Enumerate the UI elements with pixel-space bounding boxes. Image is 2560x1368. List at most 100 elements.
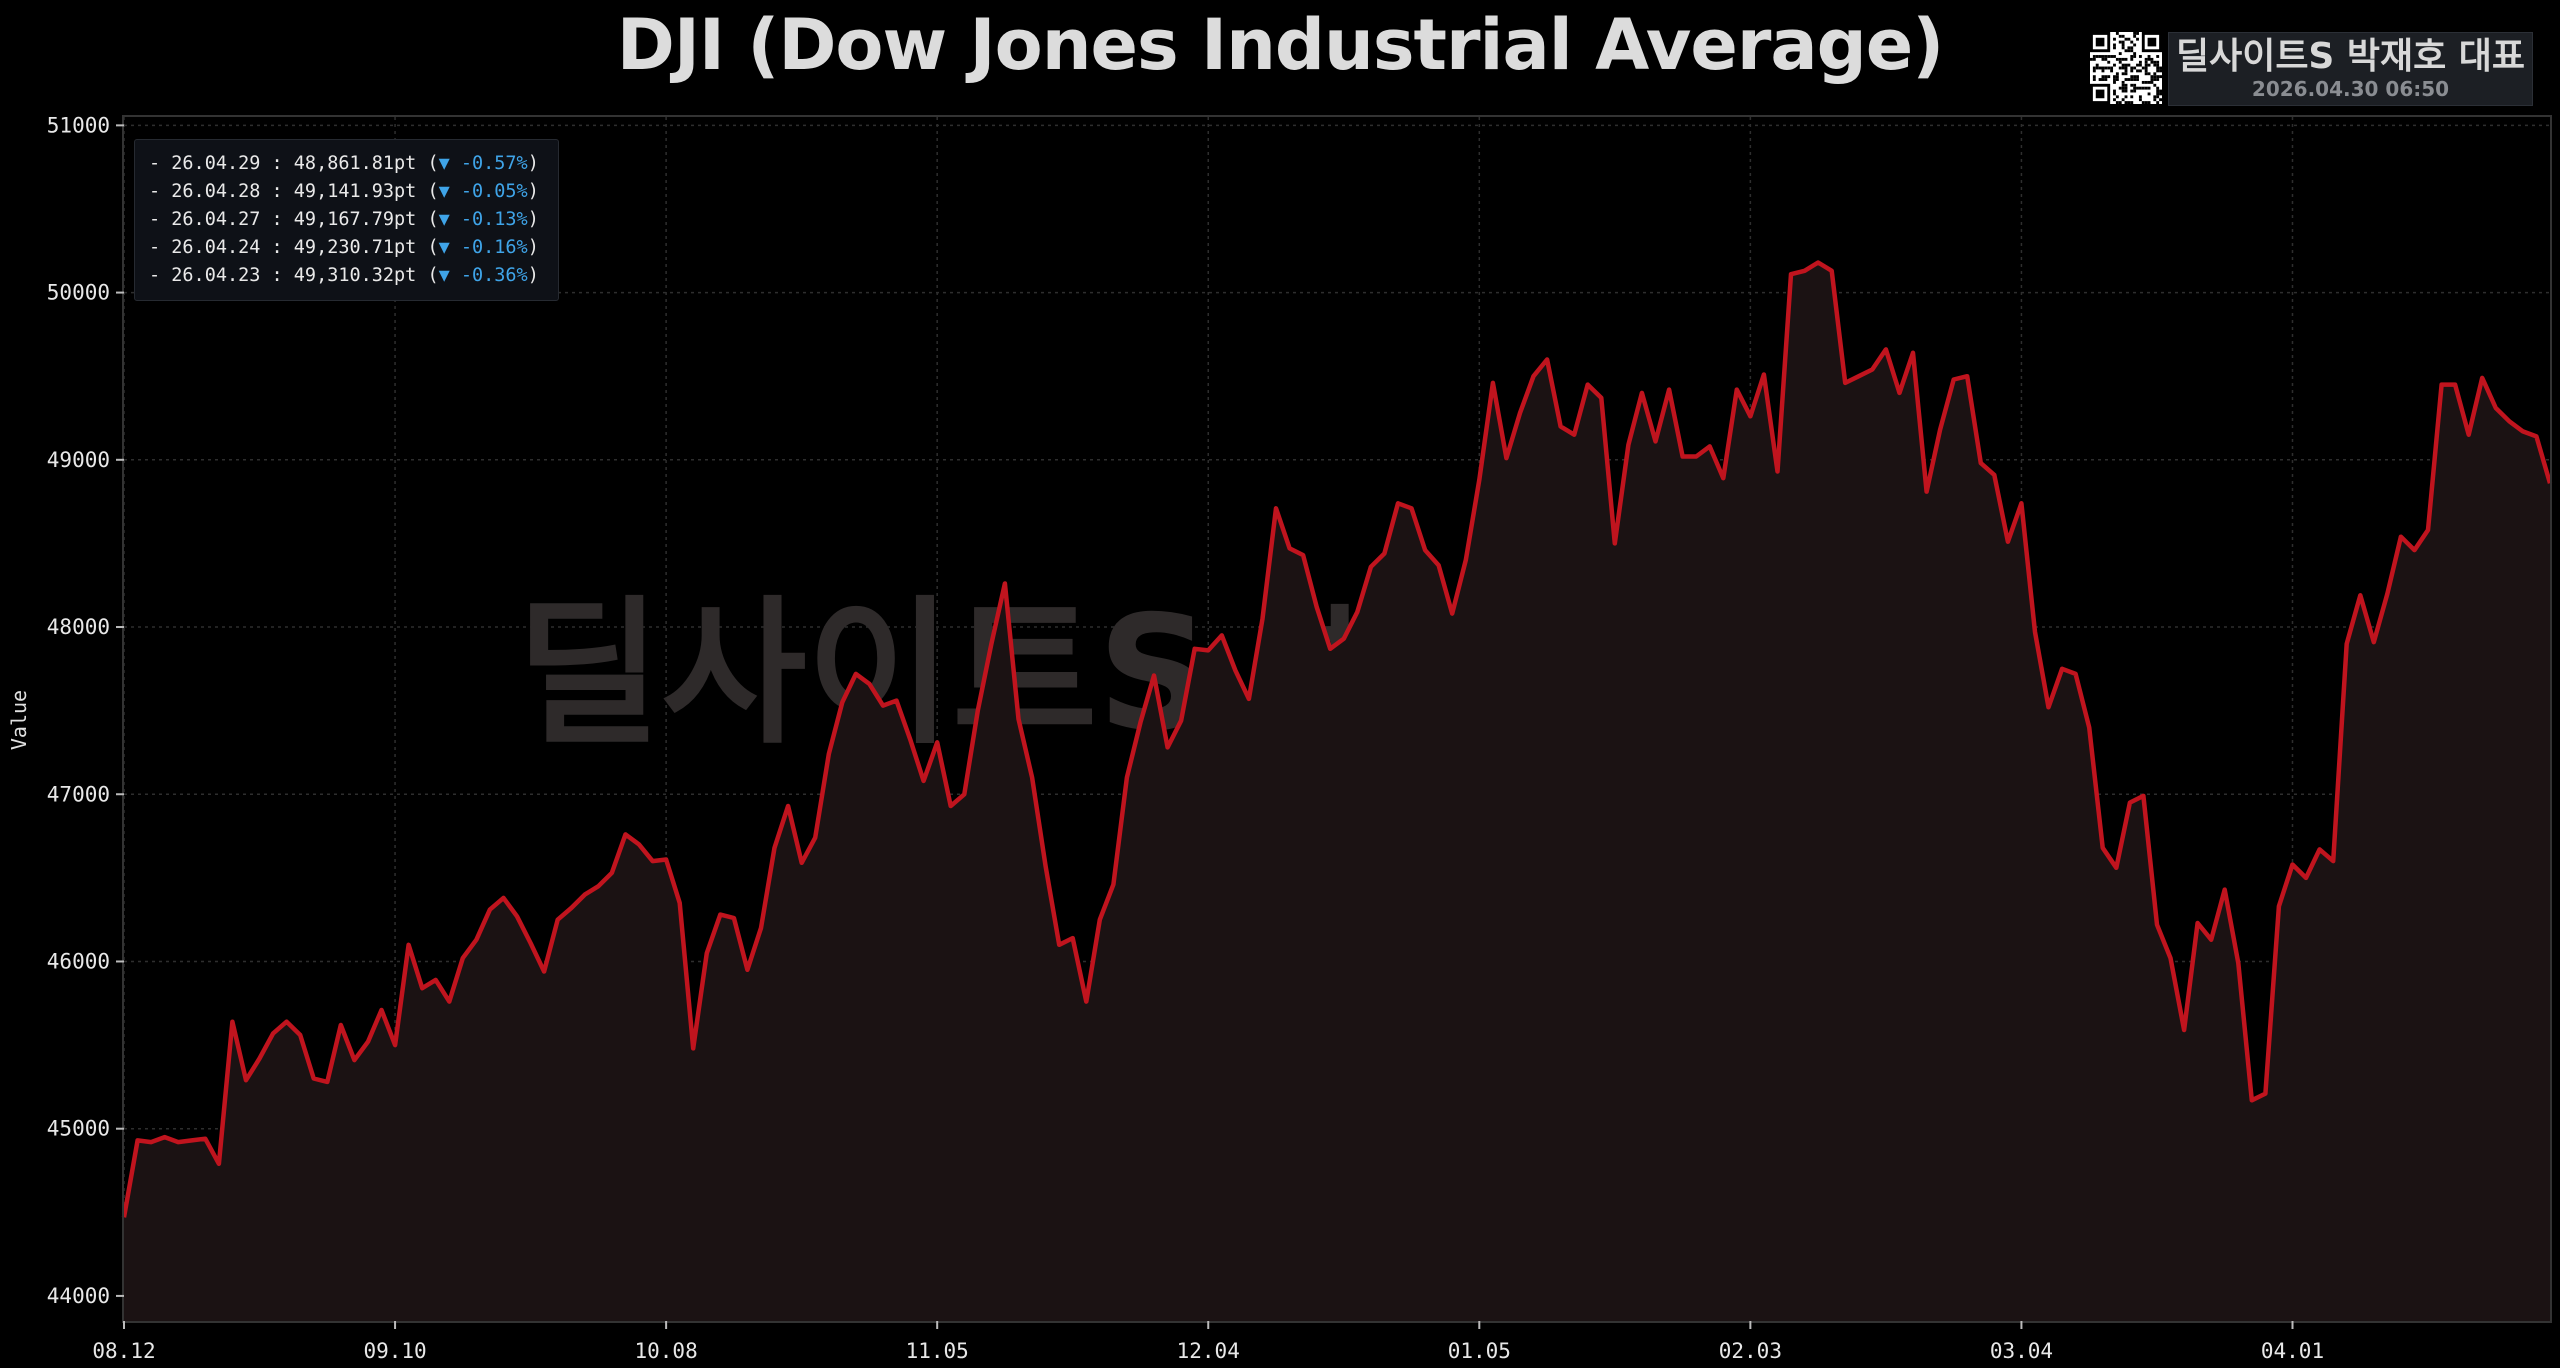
qr-module [2141, 86, 2145, 90]
qr-module [2150, 57, 2154, 61]
qr-module [2115, 101, 2119, 104]
x-tick-label: 08.12 [92, 1339, 155, 1363]
qr-module [2115, 32, 2119, 35]
qr-module [2156, 66, 2160, 70]
qr-module [2156, 86, 2160, 90]
qr-module [2133, 34, 2137, 38]
qr-module [2095, 55, 2099, 58]
qr-module [2144, 72, 2148, 76]
qr-module [2124, 49, 2128, 53]
qr-module [2104, 55, 2108, 58]
y-tick-label: 48000 [47, 615, 110, 639]
qr-module [2153, 95, 2157, 99]
series-area-fill [124, 262, 2550, 1321]
qr-module [2104, 75, 2108, 79]
qr-module [2115, 95, 2119, 99]
qr-module [2156, 75, 2160, 79]
qr-module [2156, 78, 2160, 81]
qr-module [2118, 86, 2122, 90]
qr-module [2127, 37, 2131, 41]
qr-module [2147, 92, 2151, 96]
recent-values-legend: - 26.04.29 : 48,861.81pt (▼ -0.57%) - 26.… [134, 139, 559, 301]
legend-paren: ) [527, 237, 539, 258]
qr-module [2118, 57, 2122, 61]
qr-module [2130, 66, 2134, 70]
qr-module [2159, 69, 2162, 73]
qr-module [2101, 69, 2105, 73]
qr-module [2115, 78, 2119, 81]
qr-module [2133, 66, 2137, 70]
legend-row: - 26.04.27 : 49,167.79pt (▼ -0.13%) [149, 206, 558, 234]
qr-module [2144, 63, 2148, 67]
qr-module [2133, 52, 2137, 56]
y-axis-ticks: 44000 45000 46000 47000 48000 49000 50000 51000 [47, 113, 124, 1308]
qr-module [2141, 66, 2145, 70]
qr-module [2115, 75, 2119, 79]
legend-date-value: - 26.04.27 : 49,167.79pt ( [149, 209, 439, 230]
qr-module [2138, 98, 2142, 102]
qr-module [2124, 72, 2128, 76]
qr-module [2130, 40, 2134, 44]
legend-date-value: - 26.04.23 : 49,310.32pt ( [149, 265, 439, 286]
qr-module [2133, 89, 2137, 93]
x-tick-label: 01.05 [1448, 1339, 1511, 1363]
qr-module [2121, 98, 2125, 102]
qr-module [2127, 63, 2131, 67]
qr-module [2156, 60, 2160, 64]
y-tick-label: 49000 [47, 448, 110, 472]
qr-module [2118, 101, 2122, 104]
legend-row: - 26.04.28 : 49,141.93pt (▼ -0.05%) [149, 178, 558, 206]
qr-module [2153, 78, 2157, 81]
x-tick-label: 09.10 [363, 1339, 426, 1363]
qr-module [2136, 86, 2139, 90]
qr-module [2138, 95, 2142, 99]
x-tick-label: 12.04 [1177, 1339, 1240, 1363]
qr-module [2159, 89, 2162, 93]
qr-module [2130, 101, 2134, 104]
legend-change: ▼ -0.16% [438, 237, 528, 258]
x-tick-label: 02.03 [1719, 1339, 1782, 1363]
qr-module [2098, 78, 2102, 81]
qr-module [2113, 43, 2116, 47]
qr-module [2121, 40, 2125, 44]
qr-module [2113, 63, 2116, 67]
chart-title: DJI (Dow Jones Industrial Average) [616, 4, 1944, 86]
qr-module [2130, 75, 2134, 79]
legend-date-value: - 26.04.29 : 48,861.81pt ( [149, 153, 439, 174]
qr-module [2092, 78, 2096, 81]
qr-module [2104, 66, 2108, 70]
qr-module [2136, 37, 2139, 41]
qr-module [2110, 55, 2114, 58]
qr-module [2092, 57, 2096, 61]
qr-module [2153, 63, 2157, 67]
legend-date-value: - 26.04.28 : 49,141.93pt ( [149, 181, 439, 202]
qr-module [2124, 101, 2128, 104]
x-tick-label: 03.04 [1990, 1339, 2053, 1363]
legend-paren: ) [527, 153, 539, 174]
qr-module [2127, 78, 2131, 81]
qr-module [2113, 89, 2116, 93]
qr-module [2156, 101, 2160, 104]
qr-module [2136, 75, 2139, 79]
qr-module [2156, 92, 2160, 96]
qr-module [2144, 86, 2148, 90]
qr-module [2092, 55, 2096, 58]
qr-module [2107, 60, 2111, 64]
qr-module [2092, 69, 2096, 73]
qr-module [2110, 69, 2114, 73]
qr-module [2127, 101, 2131, 104]
qr-module [2107, 75, 2111, 79]
x-axis-ticks: 08.12 09.10 10.08 11.05 12.04 01.05 02.03 03.04… [92, 1321, 2324, 1363]
qr-module [2153, 75, 2157, 79]
qr-module [2150, 60, 2154, 64]
y-tick-label: 46000 [47, 949, 110, 973]
qr-module [2127, 49, 2131, 53]
brand-box: 딜사이트S 박재호 대표 2026.04.30 06:50 [2090, 32, 2533, 106]
qr-module [2147, 57, 2151, 61]
qr-module [2130, 89, 2134, 93]
qr-module [2113, 37, 2116, 41]
qr-module [2153, 98, 2157, 102]
qr-module [2095, 63, 2099, 67]
qr-module [2153, 72, 2157, 76]
y-axis-label: Value [7, 690, 31, 750]
